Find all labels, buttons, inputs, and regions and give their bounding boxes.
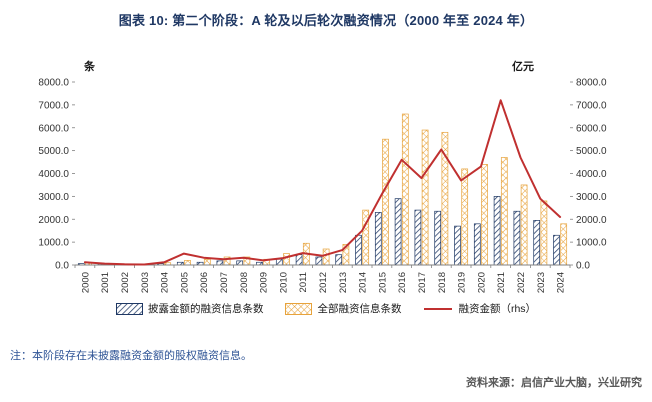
x-axis-tick-label: 2005 <box>179 272 190 293</box>
x-axis-tick-label: 2002 <box>120 272 131 293</box>
bar-total-count <box>283 253 290 266</box>
bar-disclosed-count <box>493 196 501 266</box>
left-axis-tick-label: 6000.0 <box>38 123 69 134</box>
right-axis-tick-label: 8000.0 <box>576 78 607 89</box>
left-axis-tick-label: 8000.0 <box>38 78 69 89</box>
plot-area: 0.0 0.0 1000.0 1000.0 2000.0 2000.0 3000.0 3000… <box>38 78 607 294</box>
right-axis-tick-label: 2000.0 <box>576 215 607 226</box>
x-axis-tick-label: 2020 <box>476 272 487 293</box>
bar-disclosed-count <box>275 258 283 266</box>
left-axis-tick-label: 3000.0 <box>38 192 69 203</box>
bar-disclosed-count <box>414 209 422 266</box>
x-axis-tick-label: 2021 <box>496 272 507 293</box>
legend-label: 融资金额（rhs） <box>458 303 537 315</box>
x-axis-tick-label: 2004 <box>160 272 171 293</box>
x-axis-tick-label: 2013 <box>338 272 349 293</box>
right-axis-tick-label: 5000.0 <box>576 146 607 157</box>
footnote: 注：本阶段存在未披露融资金额的股权融资信息。 <box>10 350 252 362</box>
left-axis-tick-label: 2000.0 <box>38 215 69 226</box>
x-axis-tick-label: 2003 <box>140 272 151 293</box>
bar-disclosed-count <box>434 210 442 266</box>
bar-total-count <box>481 163 488 266</box>
x-axis-tick-label: 2019 <box>457 272 468 293</box>
x-axis-tick-label: 2018 <box>437 272 448 293</box>
bar-disclosed-count <box>295 254 303 266</box>
bar-disclosed-count <box>374 212 382 266</box>
source-attribution: 资料来源：启信产业大脑，兴业研究 <box>466 377 642 389</box>
bar-total-count <box>421 129 429 266</box>
left-axis-tick-label: 4000.0 <box>38 169 69 180</box>
x-axis-tick-label: 2000 <box>80 272 91 293</box>
right-axis-tick-label: 0.0 <box>576 261 590 272</box>
cross-hatch-swatch-icon <box>285 302 313 315</box>
right-axis-tick-label: 7000.0 <box>576 100 607 111</box>
x-axis-tick-label: 2015 <box>377 272 388 293</box>
bar-total-count <box>560 223 568 266</box>
x-axis-tick-label: 2006 <box>199 272 210 293</box>
x-axis-tick-label: 2009 <box>259 272 270 293</box>
bar-total-count <box>401 113 409 266</box>
bar-disclosed-count <box>473 223 481 266</box>
left-axis-tick-label: 7000.0 <box>38 100 69 111</box>
bar-total-count <box>203 258 211 266</box>
legend-label: 披露金额的融资信息条数 <box>147 303 264 315</box>
left-axis-tick-label: 5000.0 <box>38 146 69 157</box>
bar-disclosed-count <box>335 254 343 266</box>
bar-disclosed-count <box>394 198 402 266</box>
legend-item-total-count: 全部融资信息条数 <box>285 301 401 316</box>
bar-total-count <box>540 200 548 266</box>
bar-disclosed-count <box>315 256 323 266</box>
x-axis-tick-label: 2001 <box>100 272 111 293</box>
bar-disclosed-count <box>236 260 244 266</box>
legend-item-funding-amount: 融资金额（rhs） <box>423 301 536 316</box>
diagonal-hatch-swatch-icon <box>115 302 143 315</box>
legend-item-disclosed-count: 披露金额的融资信息条数 <box>115 301 264 316</box>
left-axis-tick-label: 1000.0 <box>38 238 69 249</box>
x-axis-tick-label: 2023 <box>536 272 547 293</box>
x-axis-tick-label: 2014 <box>358 272 369 293</box>
right-axis-unit-label: 亿元 <box>512 61 534 73</box>
bar-total-count <box>520 184 528 266</box>
funding-amount-line <box>83 99 562 266</box>
x-axis-tick-label: 2024 <box>556 272 567 293</box>
bar-disclosed-count <box>513 210 521 266</box>
x-axis-tick-label: 2012 <box>318 272 329 293</box>
bar-disclosed-count <box>216 260 224 266</box>
right-axis-tick-label: 1000.0 <box>576 238 607 249</box>
legend-label: 全部融资信息条数 <box>317 303 402 315</box>
x-axis-tick-label: 2010 <box>278 272 289 293</box>
right-axis-tick-label: 6000.0 <box>576 123 607 134</box>
left-axis-unit-label: 条 <box>84 61 95 73</box>
bar-total-count <box>322 248 330 266</box>
left-axis-tick-label: 0.0 <box>55 261 69 272</box>
chart-title: 图表 10: 第二个阶段：A 轮及以后轮次融资情况（2000 年至 2024 年… <box>118 13 534 28</box>
x-axis-tick-label: 2016 <box>397 272 408 293</box>
bar-total-count <box>500 157 508 266</box>
chart-canvas: 0.0 0.0 1000.0 1000.0 2000.0 2000.0 3000.0 3000… <box>38 78 607 294</box>
x-axis-tick-label: 2022 <box>516 272 527 293</box>
red-line-swatch-icon <box>424 307 453 310</box>
bar-total-count <box>184 260 191 266</box>
bar-disclosed-count <box>454 225 461 266</box>
x-axis-tick-label: 2011 <box>298 272 309 292</box>
x-axis-tick-label: 2017 <box>417 272 428 293</box>
x-axis-tick-label: 2008 <box>239 272 250 293</box>
chart-legend: 披露金额的融资信息条数 全部融资信息条数 融资金额（rhs） <box>0 301 652 316</box>
right-axis-tick-label: 3000.0 <box>576 192 607 203</box>
x-axis-tick-label: 2007 <box>219 272 230 293</box>
right-axis-tick-label: 4000.0 <box>576 169 607 180</box>
bar-total-count <box>461 168 469 266</box>
bar-disclosed-count <box>355 234 362 266</box>
bar-disclosed-count <box>533 220 541 266</box>
bar-disclosed-count <box>553 234 560 266</box>
bar-total-count <box>382 138 389 266</box>
